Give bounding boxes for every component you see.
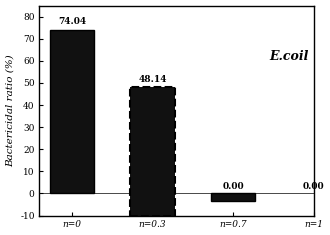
Bar xyxy=(211,193,255,201)
Bar xyxy=(130,87,175,215)
Y-axis label: Bactericidal ratio (%): Bactericidal ratio (%) xyxy=(6,54,15,167)
Text: 0.00: 0.00 xyxy=(222,182,244,191)
Text: 74.04: 74.04 xyxy=(58,17,86,27)
Text: E.coil: E.coil xyxy=(270,50,309,63)
Bar xyxy=(50,30,94,193)
Text: 48.14: 48.14 xyxy=(138,75,167,84)
Text: 0.00: 0.00 xyxy=(303,182,324,191)
